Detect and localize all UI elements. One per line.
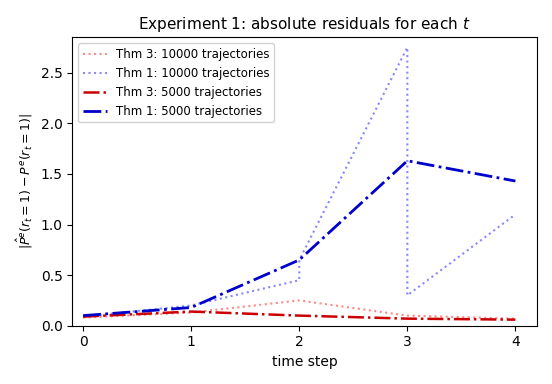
Thm 1: 10000 trajectories: (2, 0.65): 10000 trajectories: (2, 0.65): [296, 258, 302, 262]
Thm 1: 5000 trajectories: (0, 0.1): 5000 trajectories: (0, 0.1): [80, 313, 87, 318]
Thm 1: 10000 trajectories: (1, 0.2): 10000 trajectories: (1, 0.2): [188, 303, 194, 308]
Thm 1: 5000 trajectories: (2, 0.65): 5000 trajectories: (2, 0.65): [296, 258, 302, 262]
Thm 3: 10000 trajectories: (3, 0.1): 10000 trajectories: (3, 0.1): [404, 313, 411, 318]
Thm 1: 5000 trajectories: (4, 1.43): 5000 trajectories: (4, 1.43): [512, 179, 519, 183]
Thm 1: 10000 trajectories: (3, 2.75): 10000 trajectories: (3, 2.75): [404, 45, 411, 50]
Thm 1: 10000 trajectories: (2, 0.45): 10000 trajectories: (2, 0.45): [296, 278, 302, 283]
Y-axis label: $|\hat{P}^e(r_t=1) - P^e(r_t=1)|$: $|\hat{P}^e(r_t=1) - P^e(r_t=1)|$: [15, 114, 35, 249]
Thm 3: 10000 trajectories: (4, 0.07): 10000 trajectories: (4, 0.07): [512, 316, 519, 321]
Thm 3: 5000 trajectories: (2, 0.1): 5000 trajectories: (2, 0.1): [296, 313, 302, 318]
Thm 1: 10000 trajectories: (3, 0.3): 10000 trajectories: (3, 0.3): [404, 293, 411, 298]
Legend: Thm 3: 10000 trajectories, Thm 1: 10000 trajectories, Thm 3: 5000 trajectories, : Thm 3: 10000 trajectories, Thm 1: 10000 …: [78, 43, 274, 122]
Thm 1: 5000 trajectories: (1, 0.18): 5000 trajectories: (1, 0.18): [188, 305, 194, 310]
Thm 3: 5000 trajectories: (1, 0.14): 5000 trajectories: (1, 0.14): [188, 309, 194, 314]
Thm 1: 10000 trajectories: (0, 0.09): 10000 trajectories: (0, 0.09): [80, 314, 87, 319]
Thm 3: 5000 trajectories: (0, 0.09): 5000 trajectories: (0, 0.09): [80, 314, 87, 319]
Line: Thm 3: 10000 trajectories: Thm 3: 10000 trajectories: [83, 300, 516, 319]
Line: Thm 1: 5000 trajectories: Thm 1: 5000 trajectories: [83, 161, 516, 316]
X-axis label: time step: time step: [272, 355, 337, 369]
Thm 3: 10000 trajectories: (1, 0.13): 10000 trajectories: (1, 0.13): [188, 310, 194, 315]
Thm 3: 5000 trajectories: (3, 0.07): 5000 trajectories: (3, 0.07): [404, 316, 411, 321]
Thm 1: 5000 trajectories: (3, 1.63): 5000 trajectories: (3, 1.63): [404, 159, 411, 163]
Title: Experiment 1: absolute residuals for each $t$: Experiment 1: absolute residuals for eac…: [139, 15, 471, 34]
Thm 3: 10000 trajectories: (2, 0.25): 10000 trajectories: (2, 0.25): [296, 298, 302, 303]
Line: Thm 1: 10000 trajectories: Thm 1: 10000 trajectories: [83, 48, 516, 317]
Thm 1: 10000 trajectories: (4, 1.1): 10000 trajectories: (4, 1.1): [512, 212, 519, 217]
Thm 3: 10000 trajectories: (0, 0.08): 10000 trajectories: (0, 0.08): [80, 315, 87, 320]
Thm 3: 5000 trajectories: (4, 0.06): 5000 trajectories: (4, 0.06): [512, 317, 519, 322]
Line: Thm 3: 5000 trajectories: Thm 3: 5000 trajectories: [83, 311, 516, 319]
